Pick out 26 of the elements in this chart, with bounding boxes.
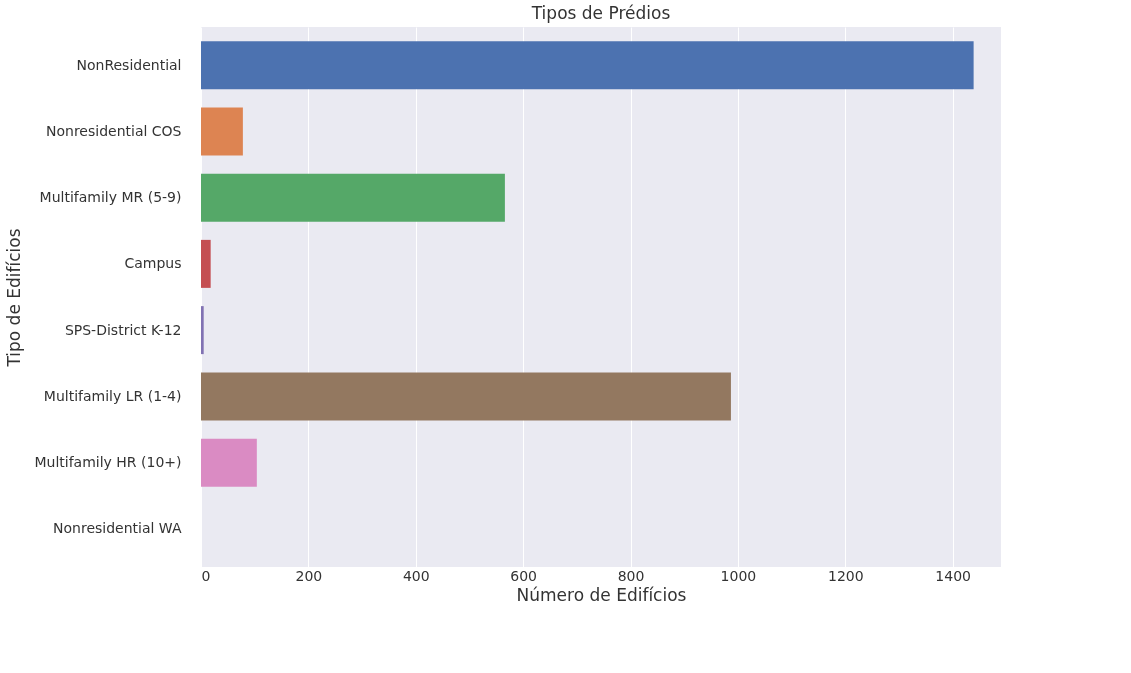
x-tick-label: 600 [510, 567, 538, 584]
x-tick-label: 1000 [720, 567, 757, 584]
x-tick-label: 0 [201, 567, 211, 584]
y-tick-label: Multifamily LR (1-4) [43, 387, 182, 404]
bar [201, 438, 257, 487]
y-tick-label: Nonresidential WA [53, 520, 182, 537]
y-tick-label: SPS-District K-12 [64, 321, 182, 338]
bar [201, 372, 731, 421]
x-tick-label: 200 [295, 567, 323, 584]
bar [201, 173, 505, 222]
bar [201, 239, 211, 288]
y-tick-label: Nonresidential COS [45, 122, 182, 139]
y-tick-label: Multifamily MR (5-9) [39, 189, 182, 206]
x-tick-label: 1400 [935, 567, 971, 584]
bar [201, 107, 243, 156]
y-tick-label: NonResidential [76, 56, 182, 73]
x-axis-title: Número de Edifícios [516, 584, 687, 605]
bar [201, 306, 204, 355]
x-tick-label: 1200 [827, 567, 864, 584]
y-tick-label: Campus [124, 255, 182, 272]
y-axis-title: Tipo de Edifícios [4, 228, 25, 368]
bar [201, 41, 974, 90]
y-tick-label: Multifamily HR (10+) [34, 454, 182, 471]
x-tick-label: 400 [402, 567, 430, 584]
chart-title: Tipos de Prédios [530, 3, 671, 23]
x-tick-label: 800 [617, 567, 645, 584]
